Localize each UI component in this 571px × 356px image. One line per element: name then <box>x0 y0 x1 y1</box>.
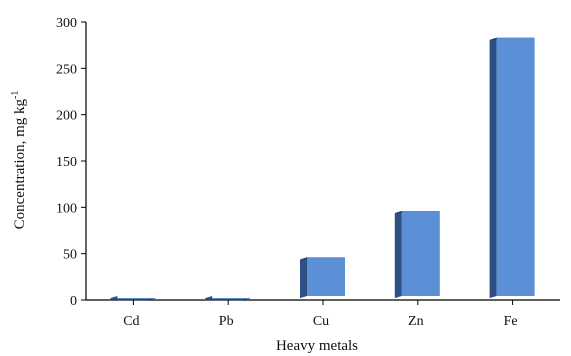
bar-side <box>205 296 213 301</box>
y-ticks: 0 50 100 150 200 250 300 <box>56 16 86 309</box>
bar-side <box>394 211 402 299</box>
y-tick-label: 100 <box>56 201 77 216</box>
bar-front <box>496 37 535 297</box>
y-tick-label: 250 <box>56 62 77 77</box>
y-tick-label: 50 <box>63 248 77 263</box>
y-axis-label-main: Concentration, mg kg <box>12 98 28 229</box>
bar-pb <box>205 296 251 301</box>
bar-cu <box>300 257 345 299</box>
y-tick-label: 150 <box>56 155 77 170</box>
bar-side <box>110 296 118 301</box>
y-axis-label-superscript: -1 <box>10 91 21 99</box>
bar-zn <box>394 211 440 299</box>
y-tick-label: 200 <box>56 109 77 124</box>
bar-front <box>401 211 440 296</box>
bar-fe <box>489 37 535 299</box>
x-tick-label: Cd <box>123 314 139 329</box>
bar-front <box>117 298 156 300</box>
y-axis-label: Concentration, mg kg-1 <box>10 91 28 230</box>
x-tick-label: Cu <box>313 314 329 329</box>
bar-front <box>212 298 251 300</box>
x-axis-label: Heavy metals <box>276 338 358 354</box>
x-ticks: Cd Pb Cu Zn Fe <box>123 300 518 329</box>
bar-side <box>300 257 307 299</box>
x-tick-label: Fe <box>504 314 518 329</box>
y-tick-label: 300 <box>56 16 77 31</box>
x-tick-label: Zn <box>408 314 424 329</box>
y-tick-label: 0 <box>70 294 77 309</box>
bars <box>110 37 535 301</box>
x-tick-label: Pb <box>219 314 234 329</box>
bar-cd <box>110 296 156 301</box>
bar-side <box>489 37 497 299</box>
bar-front <box>307 257 345 296</box>
